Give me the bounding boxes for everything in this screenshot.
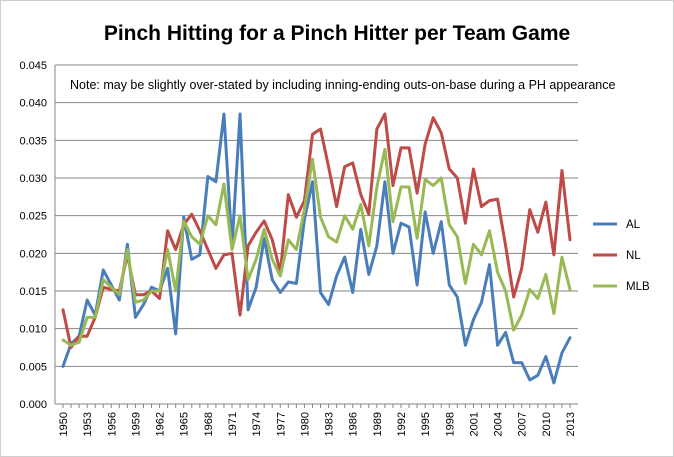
x-tick-label: 1965 xyxy=(179,412,191,436)
series-line-nl xyxy=(61,112,572,349)
legend-label-al: AL xyxy=(626,219,641,231)
x-tick-label: 1992 xyxy=(396,412,408,436)
x-tick-label: 1989 xyxy=(372,412,384,436)
y-tick-label: 0.025 xyxy=(19,211,47,223)
y-tick-label: 0.030 xyxy=(19,173,47,185)
y-tick-label: 0.045 xyxy=(19,60,47,72)
x-tick-label: 2013 xyxy=(565,412,577,436)
legend-label-mlb: MLB xyxy=(626,281,650,293)
x-tick-label: 1962 xyxy=(155,412,167,436)
series-line-mlb xyxy=(61,147,572,347)
x-tick-label: 1980 xyxy=(299,412,311,436)
x-tick-label: 1968 xyxy=(203,412,215,436)
x-tick-label: 1953 xyxy=(82,412,94,436)
legend-label-nl: NL xyxy=(626,250,641,262)
x-tick-label: 1956 xyxy=(106,412,118,436)
x-tick-label: 1971 xyxy=(227,412,239,436)
x-tick-label: 1950 xyxy=(58,412,70,436)
x-tick-label: 2007 xyxy=(517,412,529,436)
x-tick-label: 1977 xyxy=(275,412,287,436)
y-tick-label: 0.005 xyxy=(19,361,47,373)
x-tick-label: 1974 xyxy=(251,412,263,436)
y-tick-label: 0.035 xyxy=(19,135,47,147)
x-tick-label: 2004 xyxy=(493,412,505,436)
x-tick-label: 2010 xyxy=(541,412,553,436)
y-tick-label: 0.015 xyxy=(19,286,47,298)
chart-annotation: Note: may be slightly over-stated by inc… xyxy=(70,78,616,92)
x-tick-label: 1998 xyxy=(444,412,456,436)
y-tick-label: 0.010 xyxy=(19,324,47,336)
y-tick-label: 0.000 xyxy=(19,399,47,411)
x-tick-label: 1959 xyxy=(130,412,142,436)
x-tick-label: 1995 xyxy=(420,412,432,436)
y-tick-label: 0.040 xyxy=(19,98,47,110)
x-tick-label: 1983 xyxy=(324,412,336,436)
chart-title: Pinch Hitting for a Pinch Hitter per Tea… xyxy=(103,22,571,45)
x-tick-label: 2001 xyxy=(468,412,480,436)
y-tick-label: 0.020 xyxy=(19,248,47,260)
x-tick-label: 1986 xyxy=(348,412,360,436)
